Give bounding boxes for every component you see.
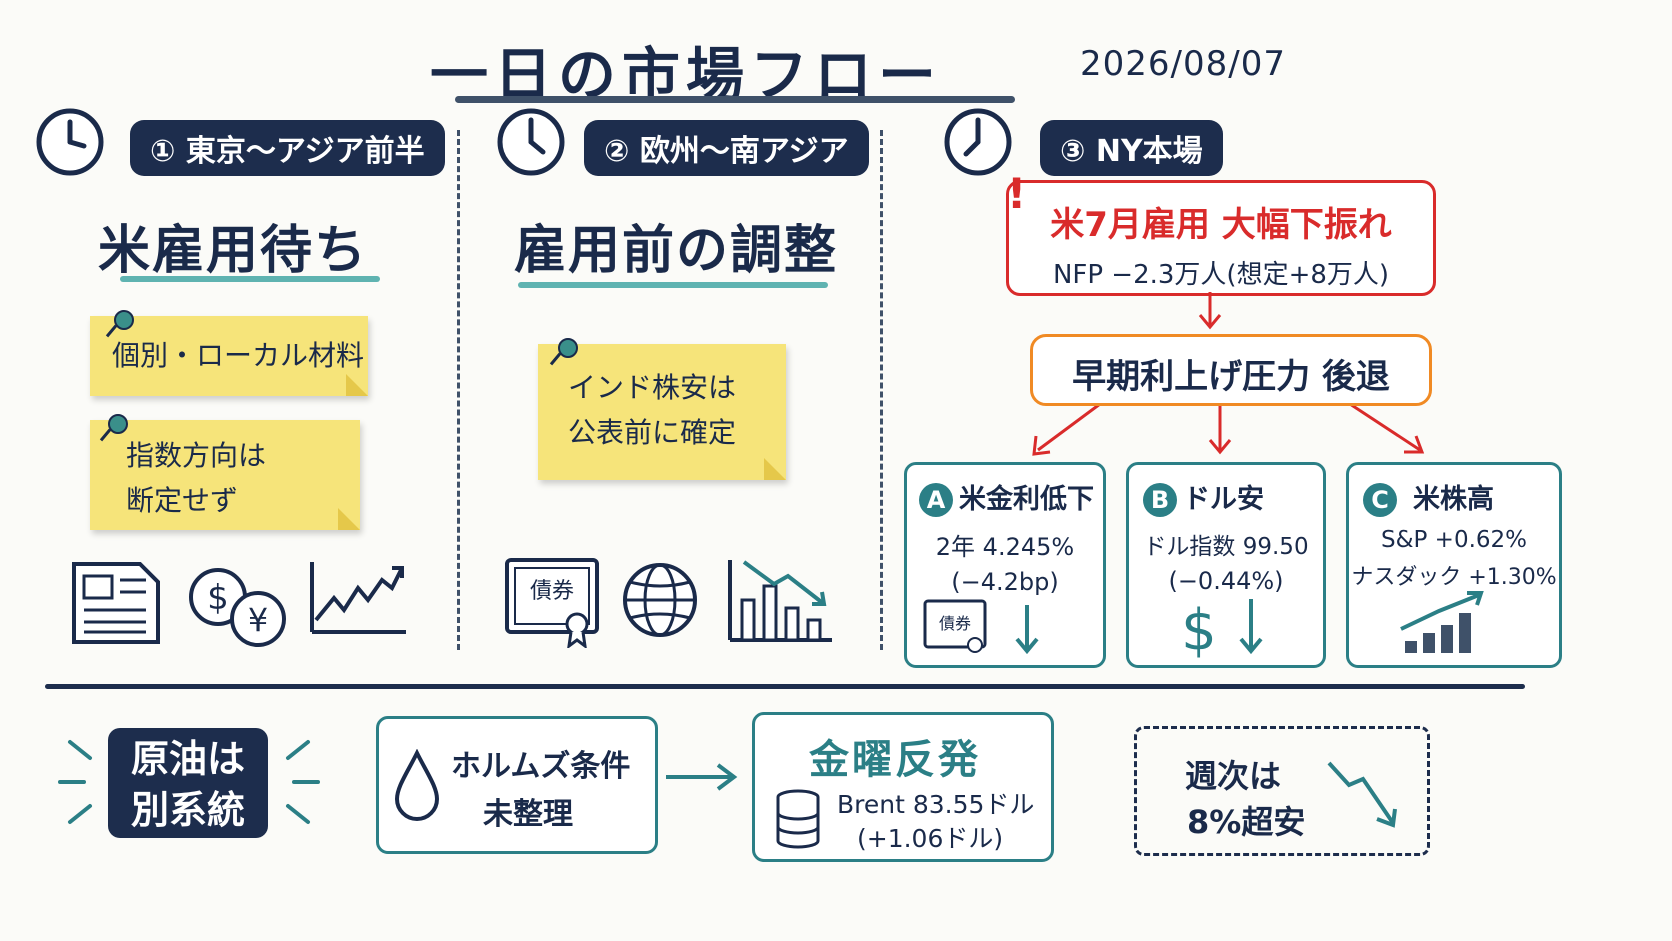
brent-price: Brent 83.55ドル bbox=[837, 790, 1035, 819]
pin-icon bbox=[114, 310, 134, 330]
headline-europe: 雇用前の調整 bbox=[514, 221, 839, 281]
column-divider bbox=[457, 130, 460, 650]
weekly-box: 週次は 8%超安 bbox=[1134, 726, 1430, 856]
headline-underline bbox=[120, 276, 380, 282]
svg-text:¥: ¥ bbox=[248, 601, 268, 639]
currency-coins-icon: $ ¥ bbox=[189, 568, 286, 647]
bond-down-icon: 債券 bbox=[923, 599, 1039, 655]
friday-title: 金曜反発 bbox=[809, 737, 981, 783]
headline-tokyo: 米雇用待ち bbox=[98, 221, 369, 281]
date-label: 2026/08/07 bbox=[1080, 44, 1286, 84]
emphasis-lines-icon bbox=[58, 740, 320, 824]
hormuz-line: ホルムズ条件 bbox=[451, 749, 631, 784]
weekly-line: 週次は bbox=[1185, 757, 1282, 795]
falling-arrow-icon bbox=[1327, 761, 1397, 828]
clock-icon bbox=[36, 108, 104, 176]
outcome-box: 早期利上げ圧力 後退 bbox=[1030, 334, 1432, 406]
rising-bars-icon bbox=[1400, 591, 1484, 653]
note-text: 公表前に確定 bbox=[568, 415, 737, 449]
bond-certificate-icon: 債券 bbox=[505, 558, 599, 648]
result-title: 米株高 bbox=[1413, 484, 1494, 515]
session-label-tokyo: ① 東京〜アジア前半 bbox=[130, 120, 445, 176]
friday-box: 金曜反発 Brent 83.55ドル (+1.06ドル) bbox=[752, 712, 1054, 862]
alert-title: 米7月雇用 大幅下振れ bbox=[1050, 205, 1392, 245]
note-text: 個別・ローカル材料 bbox=[112, 339, 365, 372]
dollar-down-icon: $ bbox=[1181, 598, 1263, 659]
note-text: インド株安は bbox=[568, 371, 737, 404]
badge-b: B bbox=[1143, 483, 1177, 517]
clock-icon bbox=[497, 108, 565, 176]
result-title: 米金利低下 bbox=[959, 484, 1094, 515]
bond-icon-text: 債券 bbox=[939, 614, 971, 633]
session-label-europe: ② 欧州〜南アジア bbox=[584, 120, 869, 176]
result-change: (−0.44%) bbox=[1168, 567, 1284, 595]
note-text: 指数方向は bbox=[126, 439, 267, 472]
result-title: ドル安 bbox=[1183, 484, 1264, 515]
clock-icon bbox=[944, 108, 1012, 176]
globe-icon bbox=[623, 563, 697, 637]
dollar-icon-text: $ bbox=[1181, 598, 1217, 659]
pin-icon bbox=[108, 414, 128, 434]
hormuz-box: ホルムズ条件 未整理 bbox=[376, 716, 658, 854]
hormuz-line: 未整理 bbox=[483, 797, 573, 832]
rising-chart-icon bbox=[310, 562, 406, 634]
oil-drop-icon bbox=[394, 749, 440, 821]
oil-barrel-icon bbox=[776, 789, 820, 849]
result-card-dollar: B ドル安 ドル指数 99.50 (−0.44%) $ bbox=[1126, 462, 1326, 668]
brent-change: (+1.06ドル) bbox=[857, 824, 1004, 853]
svg-text:$: $ bbox=[207, 578, 229, 618]
note-text: 断定せず bbox=[126, 483, 239, 517]
title-underline bbox=[455, 96, 1015, 103]
alert-box: ! 米7月雇用 大幅下振れ NFP −2.3万人(想定+8万人) bbox=[1006, 169, 1436, 296]
result-change: (−4.2bp) bbox=[951, 568, 1059, 596]
sticky-note: 個別・ローカル材料 bbox=[90, 310, 368, 396]
sticky-note: インド株安は 公表前に確定 bbox=[538, 338, 786, 480]
result-value: S&P +0.62% bbox=[1380, 527, 1528, 553]
result-change: ナスダック +1.30% bbox=[1351, 565, 1557, 590]
result-value: ドル指数 99.50 bbox=[1143, 534, 1309, 560]
pin-icon bbox=[558, 338, 578, 358]
outcome-text: 早期利上げ圧力 後退 bbox=[1072, 357, 1390, 397]
weekly-line: 8%超安 bbox=[1187, 803, 1306, 841]
headline-underline bbox=[518, 282, 828, 288]
newspaper-icon bbox=[72, 562, 160, 644]
badge-a: A bbox=[919, 483, 953, 517]
oil-label-line: 別系統 bbox=[130, 788, 245, 833]
alert-icon: ! bbox=[1007, 169, 1027, 218]
result-card-rates: A 米金利低下 2年 4.245% (−4.2bp) 債券 bbox=[904, 462, 1106, 668]
falling-bar-chart-icon bbox=[728, 560, 832, 642]
oil-label-line: 原油は bbox=[130, 737, 245, 781]
section-divider bbox=[45, 684, 1525, 689]
result-value: 2年 4.245% bbox=[935, 533, 1075, 561]
session-label-ny: ③ NY本場 bbox=[1040, 120, 1223, 176]
bond-icon-text: 債券 bbox=[530, 579, 574, 604]
sticky-note: 指数方向は 断定せず bbox=[90, 414, 360, 530]
oil-label-card: 原油は 別系統 bbox=[108, 728, 268, 838]
badge-c: C bbox=[1363, 483, 1397, 517]
result-card-stocks: C 米株高 S&P +0.62% ナスダック +1.30% bbox=[1346, 462, 1562, 668]
column-divider bbox=[880, 130, 883, 650]
alert-detail: NFP −2.3万人(想定+8万人) bbox=[1052, 260, 1390, 290]
